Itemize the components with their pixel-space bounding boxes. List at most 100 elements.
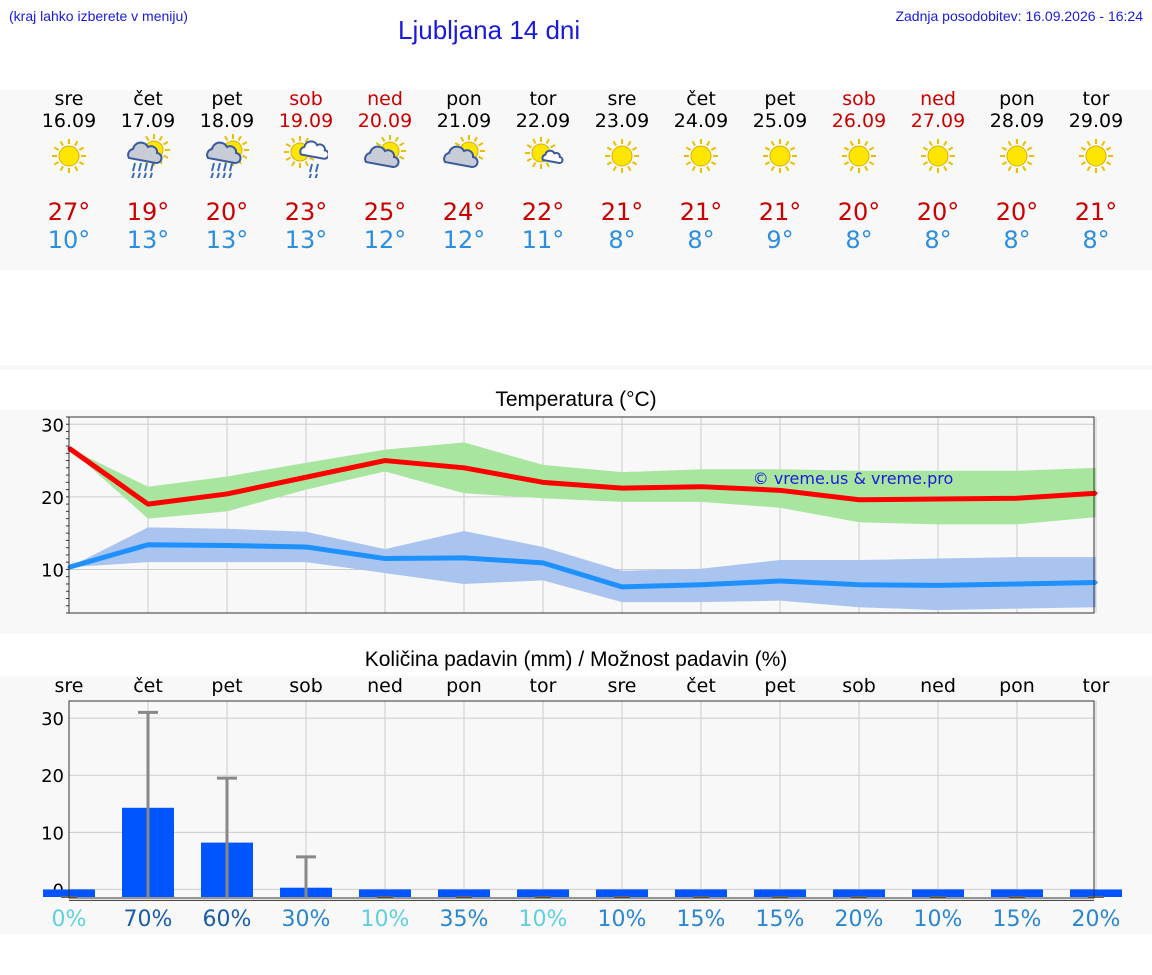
sunny-icon	[52, 139, 86, 173]
sunny-icon	[684, 139, 718, 173]
min-temperature-point	[778, 579, 782, 583]
category-label: pet	[211, 675, 242, 697]
sunny-icon	[842, 139, 876, 173]
precipitation-probability: 10%	[361, 907, 410, 932]
max-temperature-point	[620, 486, 624, 490]
watermark: © vreme.us & vreme.pro	[753, 469, 954, 488]
min-temperature: 12°	[363, 226, 407, 254]
forecast-day: sob 19.09 23° 13°	[266, 88, 346, 254]
last-updated: Zadnja posodobitev: 16.09.2026 - 16:24	[895, 8, 1143, 24]
max-temperature-point	[936, 497, 940, 501]
y-tick-label: 10	[41, 823, 64, 844]
min-temperature: 10°	[47, 226, 91, 254]
day-date: 23.09	[594, 110, 650, 132]
precipitation-probability: 20%	[835, 907, 884, 932]
sunny-icon	[1000, 139, 1034, 173]
max-temperature-point	[1015, 496, 1019, 500]
sun-small-cloud-icon	[525, 137, 564, 169]
day-date: 20.09	[357, 110, 413, 132]
sun-cloud-rain-icon	[127, 134, 170, 178]
day-date: 26.09	[831, 110, 887, 132]
sun-cloud-light-rain-icon	[284, 136, 328, 178]
precipitation-bar	[596, 889, 648, 897]
min-temperature: 9°	[766, 226, 794, 254]
max-temperature-point	[699, 485, 703, 489]
max-temperature: 20°	[995, 198, 1039, 226]
category-label: ned	[920, 675, 956, 697]
category-label: čet	[686, 675, 716, 697]
sunny-icon	[1079, 139, 1113, 173]
day-name: sre	[54, 88, 84, 110]
max-temperature: 22°	[521, 198, 565, 226]
category-label: pet	[764, 675, 795, 697]
forecast-day: pon 21.09 24° 12°	[424, 88, 504, 254]
max-temperature: 25°	[363, 198, 407, 226]
temperature-chart-title: Temperatura (°C)	[495, 388, 657, 411]
max-temperature: 24°	[442, 198, 486, 226]
min-temperature-point	[1015, 582, 1019, 586]
precipitation-chart: sre čet pet sob ned pon tor sre čet pet sob ned pon t…	[41, 675, 1122, 932]
precipitation-probability: 15%	[993, 907, 1042, 932]
precipitation-probability: 20%	[1072, 907, 1121, 932]
plot-frame	[68, 700, 1095, 899]
forecast-day: ned 20.09 25° 12°	[345, 88, 425, 254]
min-temperature-point	[857, 583, 861, 587]
min-temperature-point	[462, 556, 466, 560]
precipitation-probability: 70%	[124, 907, 173, 932]
day-name: čet	[686, 88, 716, 110]
day-date: 19.09	[278, 110, 334, 132]
min-temperature-point	[541, 561, 545, 565]
max-temperature: 21°	[679, 198, 723, 226]
day-date: 24.09	[673, 110, 729, 132]
precipitation-probability: 15%	[756, 907, 805, 932]
max-temperature: 21°	[600, 198, 644, 226]
min-temperature-point	[699, 583, 703, 587]
plot-frame	[68, 416, 1095, 614]
y-tick-label: 20	[41, 488, 64, 509]
day-name: pet	[211, 88, 243, 110]
precipitation-probability: 30%	[282, 907, 331, 932]
precipitation-probability: 10%	[598, 907, 647, 932]
day-date: 21.09	[436, 110, 492, 132]
category-label: pon	[446, 675, 482, 697]
min-temperature: 11°	[521, 226, 565, 254]
category-label: sre	[608, 675, 637, 697]
category-label: sob	[842, 675, 876, 697]
max-temperature-point	[304, 475, 308, 479]
precipitation-bar	[438, 889, 490, 897]
day-name: ned	[367, 88, 403, 110]
max-temperature-point	[541, 480, 545, 484]
page-title: Ljubljana 14 dni	[398, 15, 581, 45]
min-temperature: 8°	[845, 226, 873, 254]
forecast-panel	[0, 90, 1152, 270]
min-temperature: 12°	[442, 226, 486, 254]
max-temperature: 20°	[916, 198, 960, 226]
max-temperature-point	[225, 492, 229, 496]
min-temperature: 13°	[126, 226, 170, 254]
divider	[0, 365, 1152, 370]
min-temperature-point	[936, 583, 940, 587]
max-temperature: 20°	[205, 198, 249, 226]
category-label: tor	[1083, 675, 1110, 697]
precipitation-probability: 35%	[440, 907, 489, 932]
day-date: 18.09	[199, 110, 255, 132]
location-hint: (kraj lahko izberete v meniju)	[9, 8, 188, 24]
day-name: pet	[764, 88, 796, 110]
sun-cloud-icon	[364, 135, 406, 168]
y-tick-label: 30	[41, 415, 64, 436]
sun-cloud-icon	[443, 135, 485, 168]
max-temperature: 20°	[837, 198, 881, 226]
day-date: 22.09	[515, 110, 571, 132]
min-temperature-point	[383, 557, 387, 561]
min-temperature-point	[146, 543, 150, 547]
day-name: čet	[133, 88, 163, 110]
max-temperature-point	[383, 459, 387, 463]
min-temperature: 8°	[687, 226, 715, 254]
temperature-chart: 10 20 30 © vreme.us & vreme.pro	[41, 415, 1098, 614]
max-temperature: 23°	[284, 198, 328, 226]
day-date: 17.09	[120, 110, 176, 132]
min-temperature-point	[620, 585, 624, 589]
min-temperature: 8°	[1082, 226, 1110, 254]
max-temperature: 21°	[1074, 198, 1118, 226]
forecast-day: sob 26.09 20° 8°	[819, 88, 899, 254]
